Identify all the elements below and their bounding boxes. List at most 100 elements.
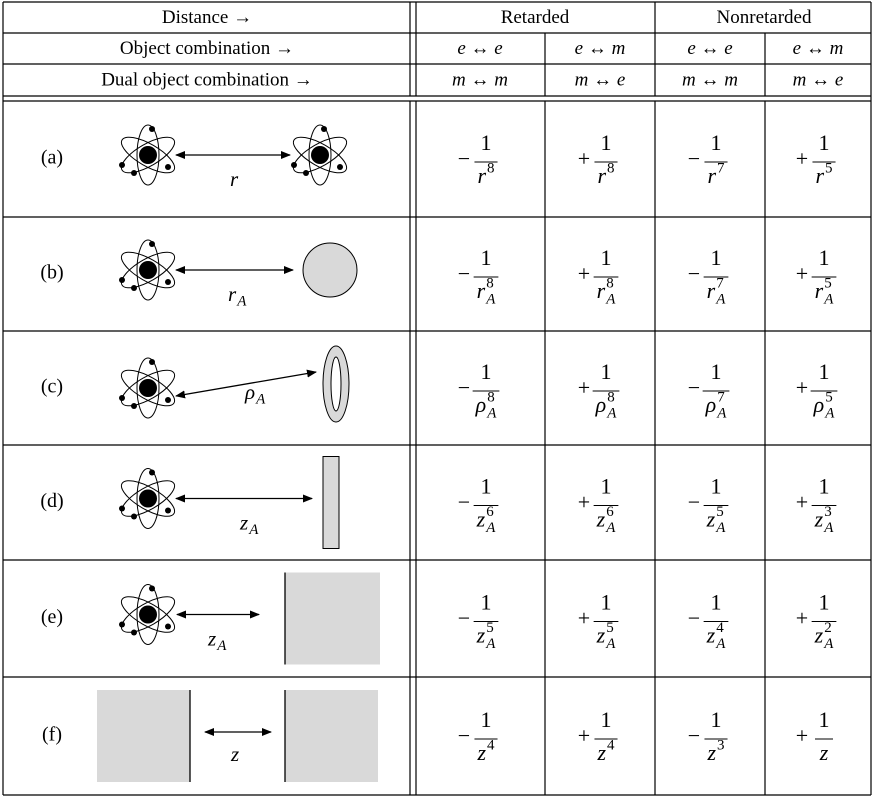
distance-subscript: A	[236, 293, 247, 309]
orbit	[120, 596, 176, 633]
row-label: (b)	[40, 262, 63, 284]
exponent: 5	[606, 620, 614, 636]
sign: −	[688, 261, 700, 286]
numerator: 1	[819, 590, 830, 615]
sign: −	[458, 375, 470, 400]
sign: −	[688, 490, 700, 515]
header-cell: e ↔ e	[457, 38, 502, 59]
exponent: 5	[825, 389, 833, 405]
numerator: 1	[481, 359, 492, 384]
sign: +	[578, 375, 590, 400]
header-group: Nonretarded	[717, 7, 812, 28]
orbit	[136, 124, 160, 186]
distance-subscript: A	[255, 391, 266, 407]
atom	[119, 124, 176, 186]
numerator: 1	[601, 245, 612, 270]
atom	[119, 239, 176, 301]
subscript: A	[605, 520, 616, 536]
exponent: 3	[717, 737, 725, 753]
exponent: 8	[486, 275, 494, 291]
numerator: 1	[711, 130, 722, 155]
denominator-base: z	[814, 507, 824, 532]
orbit	[292, 136, 348, 174]
exponent: 4	[487, 737, 495, 753]
numerator: 1	[819, 130, 830, 155]
numerator: 1	[711, 245, 722, 270]
electron	[165, 623, 171, 630]
row-label: (a)	[41, 147, 63, 169]
electron	[131, 285, 137, 291]
header-cell: m ↔ m	[452, 69, 508, 90]
sign: −	[458, 261, 470, 286]
electron	[303, 170, 309, 176]
denominator-base: z	[706, 740, 716, 765]
exponent: 8	[607, 389, 615, 405]
electron	[119, 277, 125, 283]
distance-symbol: ρ	[244, 380, 255, 404]
denominator-base: r	[477, 163, 486, 188]
denominator-base: r	[815, 278, 824, 303]
distance-subscript: A	[248, 522, 259, 538]
numerator: 1	[601, 707, 612, 732]
numerator: 1	[819, 359, 830, 384]
denominator-base: z	[596, 507, 606, 532]
atom	[291, 124, 348, 186]
subscript: A	[486, 405, 497, 421]
electron	[131, 403, 137, 409]
denominator-base: z	[476, 740, 486, 765]
electron	[165, 164, 171, 170]
nucleus	[311, 146, 329, 164]
orbit	[308, 124, 332, 186]
electron	[165, 507, 171, 514]
orbit	[120, 251, 176, 289]
denominator-base: r	[477, 278, 486, 303]
distance-symbol: z	[239, 510, 248, 534]
denominator-base: ρ	[475, 392, 487, 417]
denominator-base: z	[476, 623, 486, 648]
subscript: A	[485, 291, 496, 307]
nucleus	[139, 489, 157, 508]
subscript: A	[605, 636, 616, 652]
subscript: A	[716, 405, 727, 421]
orbit	[120, 136, 176, 174]
sign: +	[796, 375, 808, 400]
electron	[149, 359, 155, 365]
numerator: 1	[481, 474, 492, 499]
denominator-base: ρ	[813, 392, 825, 417]
header-cell: m ↔ m	[682, 69, 738, 90]
numerator: 1	[481, 245, 492, 270]
subscript: A	[823, 520, 834, 536]
denominator-base: z	[819, 740, 829, 765]
sign: −	[458, 723, 470, 748]
sign: −	[688, 375, 700, 400]
sign: −	[458, 146, 470, 171]
sign: +	[578, 261, 590, 286]
exponent: 4	[716, 620, 724, 636]
exponent: 5	[486, 620, 494, 636]
denominator-base: z	[596, 740, 606, 765]
electron	[321, 126, 327, 132]
distance-subscript: A	[216, 638, 227, 654]
orbit	[136, 239, 160, 301]
subscript: A	[715, 291, 726, 307]
numerator: 1	[711, 707, 722, 732]
electron	[149, 241, 155, 247]
row-label: (c)	[41, 376, 63, 398]
sign: +	[796, 261, 808, 286]
electron	[149, 469, 155, 476]
orbit	[136, 584, 160, 645]
sign: −	[688, 723, 700, 748]
row-label: (d)	[40, 490, 63, 512]
electron	[119, 395, 125, 401]
subscript: A	[823, 291, 834, 307]
nucleus	[139, 261, 157, 279]
distance-symbol: z	[207, 626, 216, 650]
sign: +	[796, 490, 808, 515]
numerator: 1	[711, 474, 722, 499]
exponent: 4	[607, 737, 615, 753]
sign: +	[578, 146, 590, 171]
numerator: 1	[711, 590, 722, 615]
orbit	[136, 468, 160, 529]
numerator: 1	[711, 359, 722, 384]
electron	[131, 170, 137, 176]
